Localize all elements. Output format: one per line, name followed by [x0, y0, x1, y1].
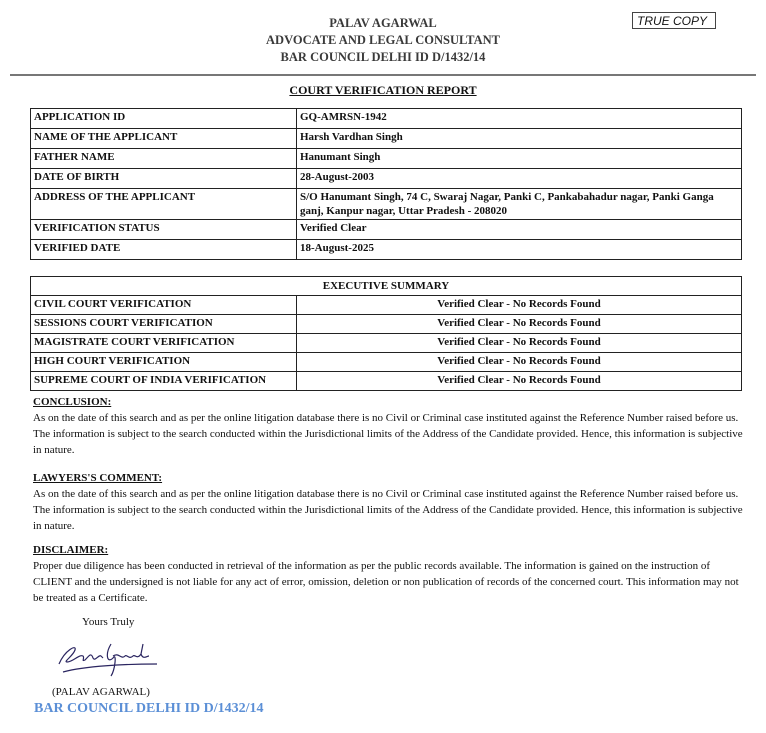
row-label: FATHER NAME	[30, 148, 297, 169]
row-label: APPLICATION ID	[30, 108, 297, 129]
row-label: SUPREME COURT OF INDIA VERIFICATION	[30, 371, 297, 391]
row-value: Verified Clear - No Records Found	[296, 333, 742, 353]
row-value: Verified Clear - No Records Found	[296, 371, 742, 391]
signatory-bar-id: BAR COUNCIL DELHI ID D/1432/14	[34, 701, 264, 716]
signatory-name: (PALAV AGARWAL)	[52, 686, 150, 698]
row-label: VERIFIED DATE	[30, 239, 297, 260]
applicant-details-table: APPLICATION ID GQ-AMRSN-1942 NAME OF THE A…	[30, 108, 742, 260]
conclusion-text: As on the date of this search and as per…	[33, 412, 743, 456]
row-label: MAGISTRATE COURT VERIFICATION	[30, 333, 297, 353]
true-copy-stamp: TRUE COPY	[632, 12, 716, 29]
row-value: Verified Clear - No Records Found	[296, 314, 742, 334]
row-value: 18-August-2025	[296, 239, 742, 260]
executive-summary-heading: EXECUTIVE SUMMARY	[30, 276, 742, 296]
row-value: 28-August-2003	[296, 168, 742, 189]
detail-row: VERIFIED DATE 18-August-2025	[30, 239, 742, 260]
summary-row: MAGISTRATE COURT VERIFICATION Verified Cl…	[30, 333, 742, 353]
summary-row: HIGH COURT VERIFICATION Verified Clear - …	[30, 352, 742, 372]
lawyers-comment-section: LAWYERS'S COMMENT: As on the date of thi…	[33, 470, 745, 534]
summary-row: SUPREME COURT OF INDIA VERIFICATION Verif…	[30, 371, 742, 391]
advocate-bar-id: BAR COUNCIL DELHI ID D/1432/14	[280, 50, 486, 64]
disclaimer-section: DISCLAIMER: Proper due diligence has bee…	[33, 542, 745, 606]
row-value: Verified Clear	[296, 219, 742, 240]
row-value: Hanumant Singh	[296, 148, 742, 169]
closing-text: Yours Truly	[82, 616, 135, 628]
report-title: COURT VERIFICATION REPORT	[289, 83, 477, 97]
row-label: NAME OF THE APPLICANT	[30, 128, 297, 149]
detail-row: APPLICATION ID GQ-AMRSN-1942	[30, 108, 742, 129]
row-value: Verified Clear - No Records Found	[296, 352, 742, 372]
detail-row: FATHER NAME Hanumant Singh	[30, 148, 742, 169]
detail-row: NAME OF THE APPLICANT Harsh Vardhan Singh	[30, 128, 742, 149]
advocate-designation: ADVOCATE AND LEGAL CONSULTANT	[266, 33, 500, 47]
summary-row: SESSIONS COURT VERIFICATION Verified Clea…	[30, 314, 742, 334]
conclusion-heading: CONCLUSION:	[33, 396, 112, 408]
row-value: Verified Clear - No Records Found	[296, 295, 742, 315]
header-divider	[10, 74, 756, 76]
row-value: S/O Hanumant Singh, 74 C, Swaraj Nagar, …	[296, 188, 742, 220]
disclaimer-heading: DISCLAIMER:	[33, 544, 109, 556]
row-label: ADDRESS OF THE APPLICANT	[30, 188, 297, 220]
row-value: Harsh Vardhan Singh	[296, 128, 742, 149]
conclusion-section: CONCLUSION: As on the date of this searc…	[33, 394, 745, 458]
advocate-name: PALAV AGARWAL	[329, 16, 437, 30]
detail-row: DATE OF BIRTH 28-August-2003	[30, 168, 742, 189]
detail-row: VERIFICATION STATUS Verified Clear	[30, 219, 742, 240]
lawyers-comment-text: As on the date of this search and as per…	[33, 488, 743, 532]
row-value: GQ-AMRSN-1942	[296, 108, 742, 129]
row-label: VERIFICATION STATUS	[30, 219, 297, 240]
signature-image	[58, 643, 158, 677]
detail-row: ADDRESS OF THE APPLICANT S/O Hanumant Sin…	[30, 188, 742, 220]
executive-summary-table: EXECUTIVE SUMMARY CIVIL COURT VERIFICATI…	[30, 276, 742, 391]
row-label: HIGH COURT VERIFICATION	[30, 352, 297, 372]
row-label: DATE OF BIRTH	[30, 168, 297, 189]
lawyers-comment-heading: LAWYERS'S COMMENT:	[33, 472, 163, 484]
row-label: SESSIONS COURT VERIFICATION	[30, 314, 297, 334]
row-label: CIVIL COURT VERIFICATION	[30, 295, 297, 315]
summary-row: CIVIL COURT VERIFICATION Verified Clear -…	[30, 295, 742, 315]
disclaimer-text: Proper due diligence has been conducted …	[33, 560, 739, 604]
